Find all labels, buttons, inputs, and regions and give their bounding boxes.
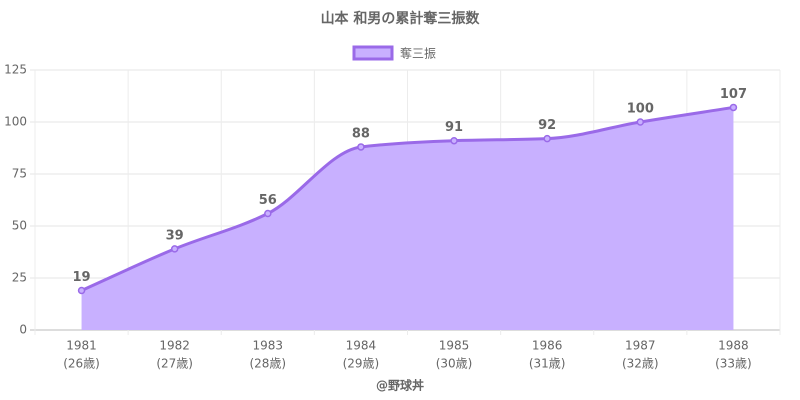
y-tick-label: 100 [4,115,27,129]
x-tick-label: (30歳) [436,357,473,371]
credit: @野球丼 [376,378,424,393]
y-tick-label: 125 [4,63,27,77]
x-tick-label: 1982 [159,339,190,353]
x-tick-label: 1983 [253,339,284,353]
line [80,105,734,292]
point [543,134,551,143]
x-tick-label: 1981 [66,339,97,353]
point [450,136,458,145]
chart-title: 山本 和男の累計奪三振数 [321,10,481,27]
x-tick-label: (26歳) [63,357,100,371]
legend-swatch [352,45,394,61]
data-label: 39 [166,228,184,243]
y-tick-label: 75 [12,167,27,181]
x-tick-label: 1986 [532,339,563,353]
data-label: 88 [352,126,370,141]
x-tick-label: (27歳) [156,357,193,371]
point [636,118,645,126]
data-label: 92 [538,118,556,133]
data-label: 100 [627,102,654,117]
data-label: 56 [259,193,277,208]
x-tick-label: (32歳) [622,357,659,371]
y-tick-label: 50 [12,219,27,233]
y-tick-label: 0 [19,323,27,337]
x-tick-label: 1985 [439,339,470,353]
x-tick-label: 1984 [346,339,377,353]
x-tick-label: (28歳) [249,357,286,371]
point [357,143,365,151]
point [729,103,738,112]
x-tick-label: (29歳) [343,357,380,371]
x-tick-label: 1987 [625,339,656,353]
data-label: 19 [73,270,91,285]
data-label: 107 [720,87,747,102]
y-tick-label: 25 [12,271,27,285]
area [81,107,734,330]
point [170,245,179,253]
x-tick-label: 1988 [718,339,749,353]
point [77,286,86,295]
x-tick-label: (31歳) [529,357,566,371]
x-tick-label: (33歳) [715,357,752,371]
legend-label: 奪三振 [400,46,436,61]
point [264,209,272,218]
data-label: 91 [445,120,463,135]
